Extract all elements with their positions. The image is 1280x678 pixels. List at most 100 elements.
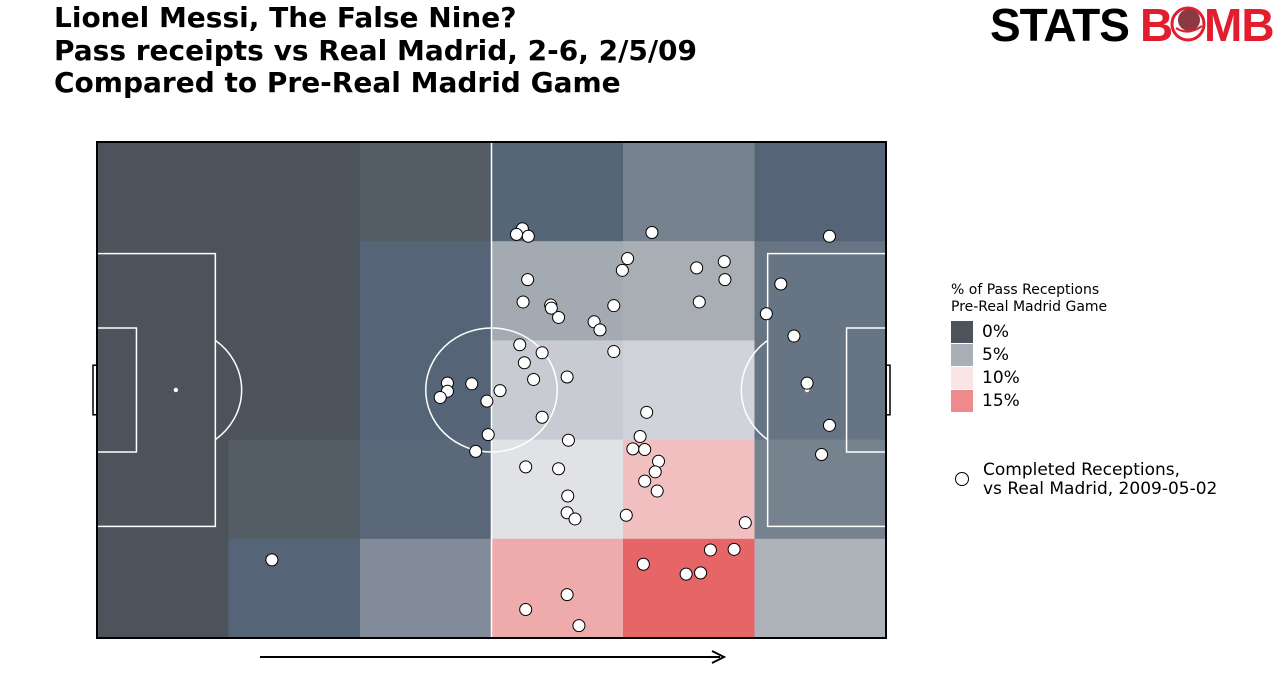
heatmap-cell-r3-c1: [228, 439, 361, 540]
legend-label-15: 15%: [982, 390, 1020, 411]
attack-direction-arrow: [260, 650, 727, 664]
reception-point-15: [607, 299, 621, 313]
reception-point-54: [619, 508, 633, 522]
reception-point-34: [480, 394, 494, 408]
heatmap-layer: [97, 142, 887, 639]
right-penalty-arc: [740, 339, 769, 441]
legend-entry-0: 0%: [951, 320, 1009, 343]
reception-point-56: [265, 553, 279, 567]
reception-point-1: [509, 227, 523, 241]
reception-point-24: [517, 356, 531, 370]
center-circle: [425, 327, 558, 453]
legend-label-5: 5%: [982, 344, 1009, 365]
logo-text-stats: STATS: [990, 2, 1129, 46]
legend-swatch-10: [951, 366, 973, 389]
reception-point-5: [621, 252, 635, 266]
receptions-legend-label: Completed Receptions, vs Real Madrid, 20…: [983, 461, 1217, 499]
reception-point-44: [815, 447, 829, 461]
logo-ball-icon: [1170, 6, 1206, 42]
reception-marker-icon: [955, 472, 969, 486]
heatmap-cell-r1-c5: [754, 241, 887, 341]
receptions-layer: [265, 222, 836, 633]
receptions-legend: Completed Receptions, vs Real Madrid, 20…: [955, 461, 1217, 499]
reception-point-7: [690, 261, 704, 275]
reception-point-22: [513, 338, 527, 352]
statsbomb-logo: STATS B MB: [990, 2, 1275, 46]
reception-point-17: [692, 295, 706, 309]
receptions-legend-line-1: Completed Receptions,: [983, 460, 1181, 480]
reception-point-64: [572, 619, 586, 633]
reception-point-20: [593, 323, 607, 337]
reception-point-16: [759, 307, 773, 321]
reception-point-11: [774, 277, 788, 291]
heatmap-cell-r1-c4: [623, 241, 755, 341]
heatmap-cell-r4-c0: [97, 538, 229, 639]
reception-point-4: [822, 229, 836, 243]
reception-point-47: [552, 462, 566, 476]
legend-title: % of Pass Receptions Pre-Real Madrid Gam…: [951, 282, 1107, 316]
heatmap-cell-r0-c3: [491, 142, 624, 242]
heatmap-cell-r3-c0: [97, 439, 229, 540]
heatmap-cell-r2-c0: [97, 340, 229, 441]
reception-point-60: [679, 567, 693, 581]
left-penalty-spot: [173, 387, 179, 393]
reception-point-10: [521, 273, 535, 287]
heatmap-cell-r1-c0: [97, 241, 229, 341]
reception-point-55: [738, 516, 752, 530]
legend-title-line-2: Pre-Real Madrid Game: [951, 299, 1108, 315]
reception-point-8: [717, 255, 731, 269]
reception-point-35: [640, 405, 654, 419]
reception-point-32: [493, 384, 507, 398]
legend-swatch-0: [951, 320, 973, 343]
legend-swatch-15: [951, 389, 973, 412]
reception-point-30: [465, 377, 479, 391]
reception-point-46: [519, 460, 533, 474]
heatmap-cell-r2-c4: [623, 340, 755, 441]
heatmap-cell-r4-c2: [360, 538, 492, 639]
reception-point-2: [521, 229, 535, 243]
heatmap-cell-r2-c1: [228, 340, 361, 441]
heatmap-cell-r4-c1: [228, 538, 361, 639]
reception-point-63: [519, 602, 533, 616]
heatmap-cell-r0-c5: [754, 142, 887, 242]
reception-point-51: [561, 489, 575, 503]
reception-point-9: [718, 273, 732, 287]
pitch-border: [96, 141, 887, 639]
legend-title-line-1: % of Pass Receptions: [951, 282, 1100, 298]
reception-point-12: [516, 295, 530, 309]
pitch-markings: [92, 141, 891, 639]
heatmap-cell-r0-c1: [228, 142, 361, 242]
reception-point-62: [560, 588, 574, 602]
heatmap-cell-r4-c3: [491, 538, 624, 639]
heatmap-cell-r0-c0: [97, 142, 229, 242]
legend-label-0: 0%: [982, 321, 1009, 342]
logo-text-mb: MB: [1204, 2, 1274, 46]
logo-text-b: B: [1140, 2, 1172, 46]
reception-point-40: [561, 433, 575, 447]
heatmap-cell-r1-c2: [360, 241, 492, 341]
reception-point-59: [636, 557, 650, 571]
reception-point-49: [638, 474, 652, 488]
chart-title-line-2: Pass receipts vs Real Madrid, 2-6, 2/5/0…: [54, 33, 698, 67]
legend-swatch-5: [951, 343, 973, 366]
reception-point-42: [638, 443, 652, 457]
heatmap-cell-r4-c5: [754, 538, 887, 639]
reception-point-37: [822, 418, 836, 432]
reception-point-41: [626, 442, 640, 456]
heatmap-cell-r0-c4: [623, 142, 755, 242]
reception-point-3: [645, 226, 659, 240]
reception-point-18: [552, 310, 566, 324]
reception-point-23: [535, 346, 549, 360]
receptions-legend-line-2: vs Real Madrid, 2009-05-02: [983, 479, 1218, 499]
reception-point-57: [703, 543, 717, 557]
reception-point-6: [615, 263, 629, 277]
reception-point-53: [568, 512, 582, 526]
reception-point-50: [650, 484, 664, 498]
legend-entry-10: 10%: [951, 366, 1020, 389]
reception-point-27: [560, 370, 574, 384]
chart-title-line-3: Compared to Pre-Real Madrid Game: [54, 66, 621, 99]
heatmap-cell-r3-c2: [360, 439, 492, 540]
legend-label-10: 10%: [982, 367, 1020, 388]
reception-point-36: [535, 410, 549, 424]
